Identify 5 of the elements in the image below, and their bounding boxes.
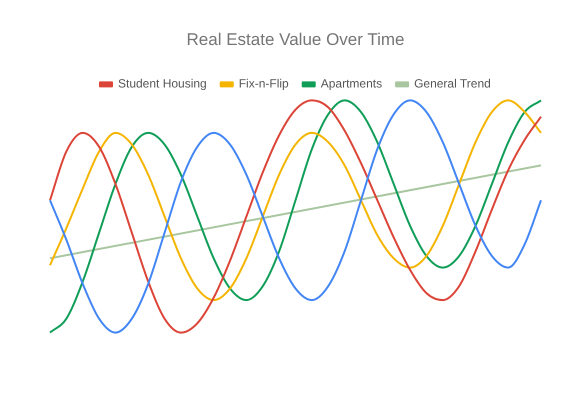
chart-title: Real Estate Value Over Time xyxy=(186,30,404,49)
legend-label: Apartments xyxy=(320,76,382,91)
legend-label: Student Housing xyxy=(118,76,207,91)
legend-label: General Trend xyxy=(414,76,491,91)
legend-label: Fix-n-Flip xyxy=(238,76,290,91)
